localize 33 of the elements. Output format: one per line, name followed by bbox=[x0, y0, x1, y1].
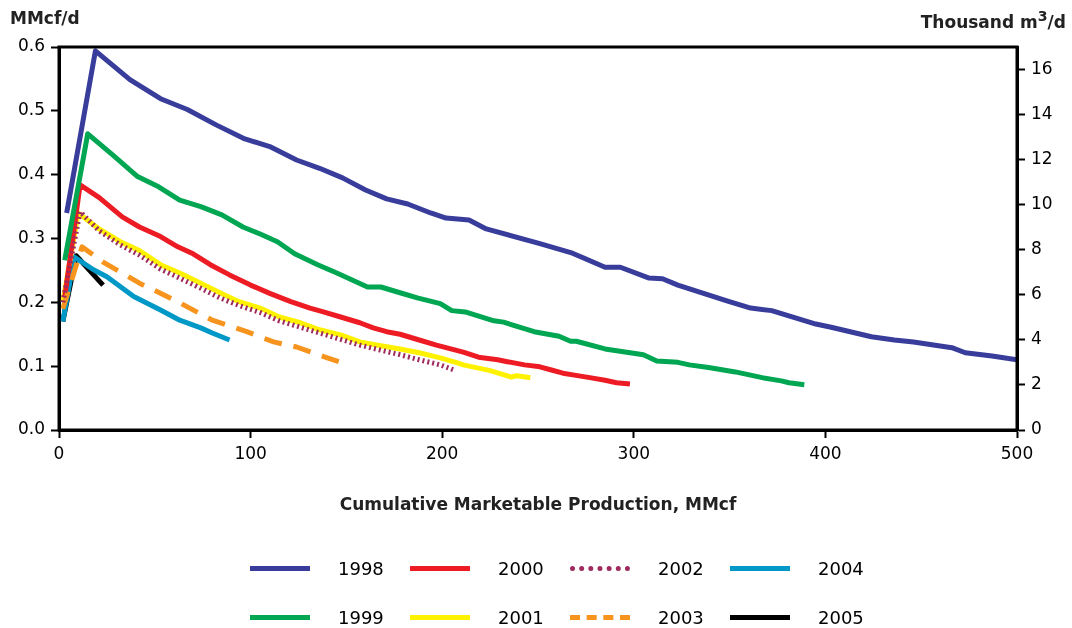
y2-tick-label: 6 bbox=[1031, 283, 1042, 304]
x-tick-label: 0 bbox=[53, 442, 65, 463]
y-tick-label: 0.2 bbox=[17, 290, 45, 311]
y2-tick-label: 0 bbox=[1031, 418, 1042, 439]
x-tick-label: 500 bbox=[1000, 442, 1034, 463]
y-tick-label: 0.3 bbox=[17, 226, 45, 247]
legend-label: 1998 bbox=[338, 557, 384, 579]
y2-tick-label: 2 bbox=[1031, 373, 1042, 394]
y-tick-label: 0.4 bbox=[17, 163, 45, 184]
y-tick-label: 0.1 bbox=[17, 354, 45, 375]
y2-tick-label: 12 bbox=[1031, 147, 1053, 168]
legend-label: 2004 bbox=[818, 557, 864, 579]
y2-tick-label: 8 bbox=[1031, 238, 1042, 259]
y2-tick-label: 16 bbox=[1031, 57, 1053, 78]
y-tick-label: 0.6 bbox=[17, 35, 45, 56]
y2-axis-title: Thousand m$^{3}$/d bbox=[920, 8, 1066, 32]
legend-label: 1999 bbox=[338, 606, 384, 628]
y-tick-label: 0.5 bbox=[17, 99, 45, 120]
legend-label: 2005 bbox=[818, 606, 864, 628]
x-tick-label: 400 bbox=[809, 442, 842, 463]
legend-label: 2003 bbox=[658, 606, 704, 628]
y2-tick-label: 4 bbox=[1031, 328, 1042, 349]
x-tick-label: 200 bbox=[425, 442, 459, 463]
legend-label: 2002 bbox=[658, 557, 704, 579]
legend-label: 2001 bbox=[498, 606, 544, 628]
y2-tick-label: 14 bbox=[1031, 102, 1053, 123]
y-tick-label: 0.0 bbox=[17, 418, 45, 439]
x-tick-label: 300 bbox=[617, 442, 651, 463]
y2-tick-label: 10 bbox=[1031, 193, 1053, 213]
legend-label: 2000 bbox=[498, 557, 544, 579]
x-tick-label: 100 bbox=[234, 442, 267, 463]
x-axis-title: Cumulative Marketable Production, MMcf bbox=[339, 494, 737, 515]
y-axis-title: MMcf/d bbox=[10, 8, 80, 28]
